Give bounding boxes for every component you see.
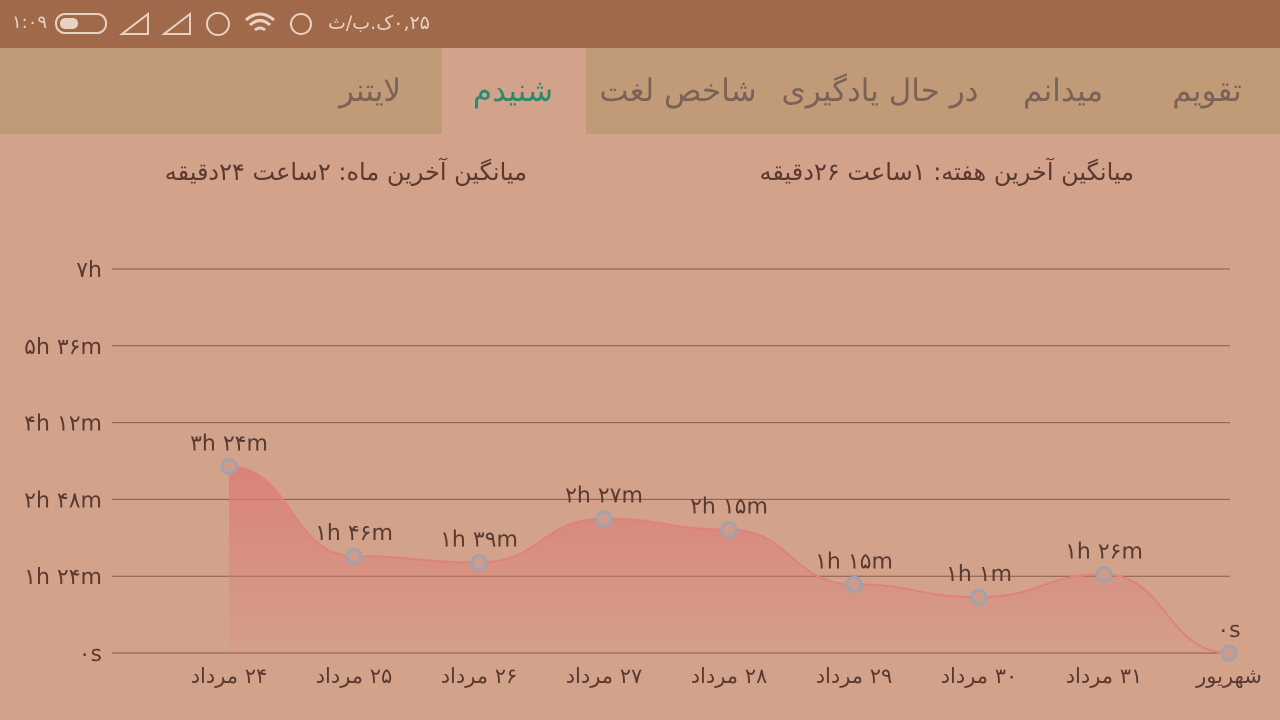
value-label: ۱h ۴۶m (315, 521, 393, 546)
x-tick-label: شهریور (1195, 664, 1262, 688)
roaming (206, 12, 230, 36)
area (229, 466, 1229, 653)
wifi (245, 12, 275, 32)
tab[interactable]: شاخص لغت (599, 73, 757, 109)
alarm (290, 13, 312, 35)
tab[interactable]: در حال یادگیری (781, 73, 979, 109)
x-tick-label: ۲۷ مرداد (566, 664, 643, 688)
status-icons (55, 11, 312, 36)
week-average: میانگین آخرین هفته: ۱ساعت ۲۶دقیقه (759, 158, 1134, 186)
value-label: ۱h ۱۵m (815, 549, 893, 574)
point (845, 575, 863, 593)
y-tick-label: ۵h ۳۶m (24, 335, 102, 360)
value-label: ۰s (1217, 618, 1240, 643)
battery (55, 13, 107, 34)
point (595, 510, 613, 528)
x-tick-label: ۲۸ مرداد (691, 664, 768, 688)
x-tick-label: ۳۱ مرداد (1066, 664, 1143, 688)
point (220, 457, 238, 475)
tab[interactable]: لایتنر (338, 73, 402, 109)
y-tick-label: ۰s (79, 642, 102, 667)
value-label: ۳h ۲۴m (190, 431, 268, 456)
y-tick-label: ۴h ۱۲m (24, 412, 102, 437)
signal (161, 11, 191, 35)
value-label: ۲h ۲۷m (565, 484, 643, 509)
point (1095, 565, 1113, 583)
x-tick-label: ۲۶ مرداد (441, 664, 518, 688)
value-label: ۱h ۱m (946, 562, 1012, 587)
time: ۱:۰۹ (12, 12, 48, 33)
point (720, 521, 738, 539)
value-label: ۱h ۲۶m (1065, 539, 1143, 564)
point (1220, 644, 1238, 662)
y-tick-label: ۱h ۲۴m (24, 565, 102, 590)
y-tick-label: ۷h (76, 258, 102, 283)
x-tick-label: ۲۵ مرداد (316, 664, 393, 688)
x-tick-label: ۲۴ مرداد (191, 664, 268, 688)
value-label: ۱h ۳۹m (440, 527, 518, 552)
x-tick-label: ۲۹ مرداد (816, 664, 893, 688)
tab-bar: تقویم میدانم در حال یادگیری شاخص لغت شنیدم لا… (0, 48, 1280, 134)
battery-level (60, 18, 78, 29)
tab[interactable]: تقویم (1172, 73, 1242, 109)
point (970, 588, 988, 606)
network-speed: ۰,۲۵ک.ب/ث (328, 12, 430, 34)
point (345, 547, 363, 565)
month-average: میانگین آخرین ماه: ۲ساعت ۲۴دقیقه (164, 158, 527, 186)
value-label: ۲h ۱۵m (690, 495, 768, 520)
status-bar: ۱:۰۹ ۰,۲۵ک.ب/ث (0, 0, 1280, 48)
active-tab-bg (442, 48, 586, 134)
tab[interactable]: میدانم (1022, 73, 1104, 109)
tab[interactable]: شنیدم (472, 73, 554, 109)
y-tick-label: ۲h ۴۸m (24, 488, 102, 513)
signal (119, 11, 149, 35)
point (470, 553, 488, 571)
x-tick-label: ۳۰ مرداد (941, 664, 1018, 688)
